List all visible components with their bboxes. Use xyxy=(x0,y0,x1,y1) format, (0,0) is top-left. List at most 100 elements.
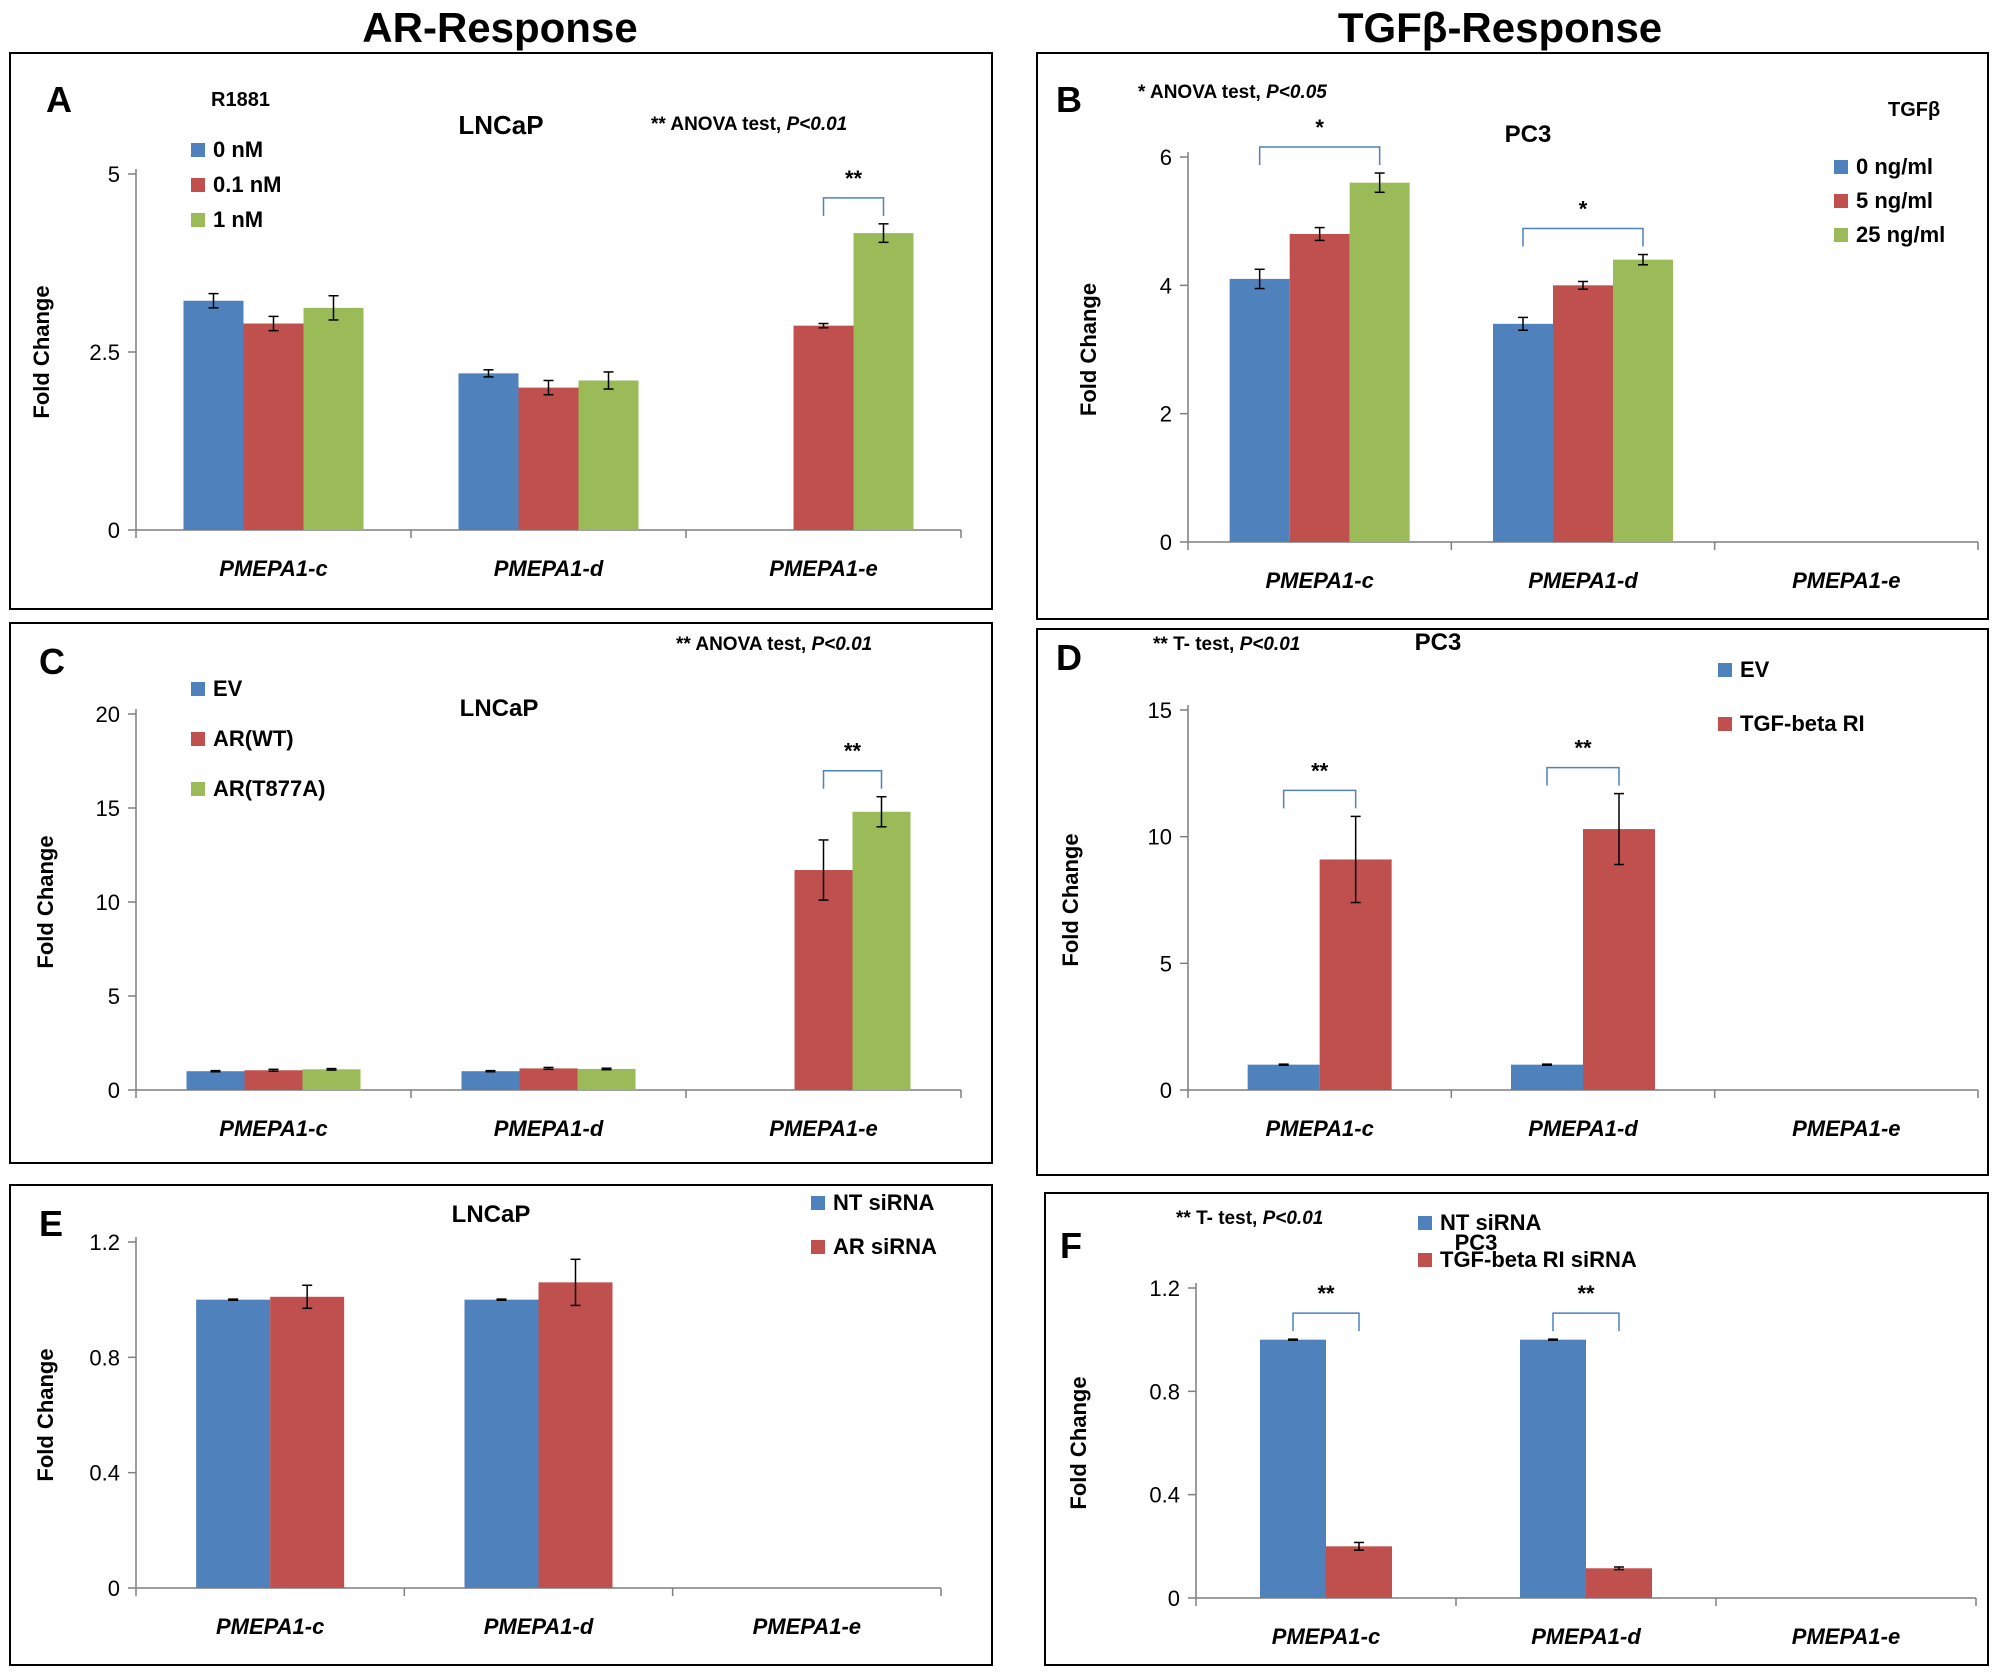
y-axis-label: Fold Change xyxy=(1066,1376,1091,1509)
significance-bracket xyxy=(1292,1312,1360,1332)
legend-swatch xyxy=(1418,1253,1432,1267)
bar xyxy=(519,1068,578,1090)
panel-label: F xyxy=(1060,1225,1082,1266)
bar xyxy=(461,1071,520,1090)
x-tick-label: PMEPA1-e xyxy=(769,556,877,581)
bar xyxy=(1229,278,1290,542)
significance-marker: ** xyxy=(1577,1281,1595,1306)
y-tick-label: 10 xyxy=(1148,825,1172,850)
y-tick-label: 1.2 xyxy=(89,1230,120,1255)
bar xyxy=(1326,1546,1392,1598)
bar xyxy=(1586,1568,1652,1598)
stat-note-test: ** ANOVA test, xyxy=(676,634,812,655)
x-tick-label: PMEPA1-e xyxy=(1792,568,1900,593)
y-tick-label: 4 xyxy=(1160,273,1172,298)
legend-label: 0.1 nM xyxy=(213,172,281,197)
bar xyxy=(853,233,914,530)
bar xyxy=(1493,323,1553,542)
significance-marker: ** xyxy=(845,166,863,191)
panel-b-chart: B 0 2 4 6 PMEPA1-c PMEPA1-d PMEPA1-e Fold Change… xyxy=(1036,52,1989,620)
bar xyxy=(518,387,579,530)
panel-a-chart: A 0 2.5 5 PMEPA1-c PMEPA1-d PMEPA1-e Fold Chang… xyxy=(9,52,993,610)
y-tick-label: 0 xyxy=(108,518,120,543)
significance-bracket xyxy=(1552,1312,1620,1332)
y-axis-label: Fold Change xyxy=(29,285,54,418)
legend-swatch xyxy=(191,732,205,746)
bar xyxy=(464,1299,539,1588)
legend-swatch xyxy=(1418,1216,1432,1230)
stat-note-test: ** ANOVA test, xyxy=(651,114,787,135)
stat-note: ** ANOVA test, P<0.01 xyxy=(651,114,847,135)
significance-bracket xyxy=(822,197,885,216)
legend-swatch xyxy=(811,1196,825,1210)
significance-marker: * xyxy=(1315,115,1324,140)
legend-label: 5 ng/ml xyxy=(1856,188,1933,213)
bar xyxy=(186,1071,245,1090)
tgf-response-heading: TGFβ-Response xyxy=(1337,4,1663,51)
bar xyxy=(270,1296,345,1588)
chart-svg-d: D 0 5 10 15 PMEPA1-c PMEPA1-d PMEPA1-e Fold Chan… xyxy=(1056,630,1979,1141)
stat-note: ** ANOVA test, P<0.01 xyxy=(676,634,872,655)
bar xyxy=(1553,285,1613,542)
legend-label: EV xyxy=(1740,657,1770,682)
stat-note-test: ** T- test, xyxy=(1153,634,1240,655)
x-tick-label: PMEPA1-c xyxy=(1265,1116,1373,1141)
x-tick-label: PMEPA1-e xyxy=(753,1614,861,1639)
panel-label: D xyxy=(1056,637,1082,678)
stat-note: * ANOVA test, P<0.05 xyxy=(1138,82,1327,103)
significance-marker: ** xyxy=(844,739,862,764)
panel-f-chart: F 0 0.4 0.8 1.2 PMEPA1-c PMEPA1-d PMEPA1-e Fold … xyxy=(1044,1192,1989,1666)
significance-bracket xyxy=(1546,766,1620,786)
x-tick-label: PMEPA1-c xyxy=(219,1116,327,1141)
panel-label: A xyxy=(46,79,72,120)
y-tick-label: 0.4 xyxy=(1149,1483,1180,1508)
stat-note-p: P<0.01 xyxy=(787,114,848,135)
y-tick-label: 0 xyxy=(1168,1586,1180,1611)
x-tick-label: PMEPA1-d xyxy=(494,1116,604,1141)
panel-e-chart: E 0 0.4 0.8 1.2 PMEPA1-c PMEPA1-d PMEPA1-e Fold … xyxy=(9,1184,993,1666)
x-tick-label: PMEPA1-c xyxy=(1272,1624,1380,1649)
y-tick-label: 0 xyxy=(1160,1078,1172,1103)
bar xyxy=(303,307,364,530)
y-tick-label: 20 xyxy=(96,702,120,727)
x-tick-label: PMEPA1-c xyxy=(1265,568,1373,593)
x-tick-label: PMEPA1-e xyxy=(1792,1624,1900,1649)
bar xyxy=(1260,1339,1326,1598)
y-tick-label: 0.8 xyxy=(89,1345,120,1370)
significance-bracket xyxy=(1282,789,1357,809)
y-axis-label: Fold Change xyxy=(1076,283,1101,416)
significance-marker: * xyxy=(1579,197,1588,222)
bar xyxy=(244,1070,303,1090)
y-tick-label: 5 xyxy=(1160,951,1172,976)
bar xyxy=(1520,1339,1586,1598)
legend-label: TGF-beta RI xyxy=(1740,711,1865,736)
chart-svg-c: C 0 5 10 15 20 PMEPA1-c PMEPA1-d PMEPA1-e Fold Ch… xyxy=(33,634,962,1141)
y-axis-label: Fold Change xyxy=(33,835,58,968)
bar xyxy=(243,323,304,530)
y-tick-label: 5 xyxy=(108,984,120,1009)
x-tick-label: PMEPA1-d xyxy=(484,1614,594,1639)
x-tick-label: PMEPA1-c xyxy=(219,556,327,581)
legend-label: AR siRNA xyxy=(833,1234,937,1259)
bar xyxy=(1349,182,1410,542)
bar xyxy=(196,1299,271,1588)
legend-swatch xyxy=(1834,194,1848,208)
significance-marker: ** xyxy=(1317,1281,1335,1306)
chart-svg-b: B 0 2 4 6 PMEPA1-c PMEPA1-d PMEPA1-e Fold Change… xyxy=(1056,79,1979,593)
x-tick-label: PMEPA1-e xyxy=(769,1116,877,1141)
stat-note-p: P<0.01 xyxy=(1240,634,1301,655)
chart-title: PC3 xyxy=(1505,121,1552,148)
bar xyxy=(458,373,519,530)
stat-note-p: P<0.01 xyxy=(1263,1208,1324,1229)
panel-label: B xyxy=(1056,79,1082,120)
chart-svg-f: F 0 0.4 0.8 1.2 PMEPA1-c PMEPA1-d PMEPA1-e Fold … xyxy=(1060,1208,1977,1649)
y-tick-label: 2 xyxy=(1160,402,1172,427)
legend-label: 0 nM xyxy=(213,137,263,162)
bar xyxy=(1511,1064,1583,1090)
bar xyxy=(1289,234,1350,542)
significance-bracket xyxy=(1522,227,1644,247)
y-tick-label: 1.2 xyxy=(1149,1276,1180,1301)
ar-response-heading: AR-Response xyxy=(362,4,638,51)
y-tick-label: 10 xyxy=(96,890,120,915)
panel-d-chart: D 0 5 10 15 PMEPA1-c PMEPA1-d PMEPA1-e Fold Chan… xyxy=(1036,628,1989,1176)
